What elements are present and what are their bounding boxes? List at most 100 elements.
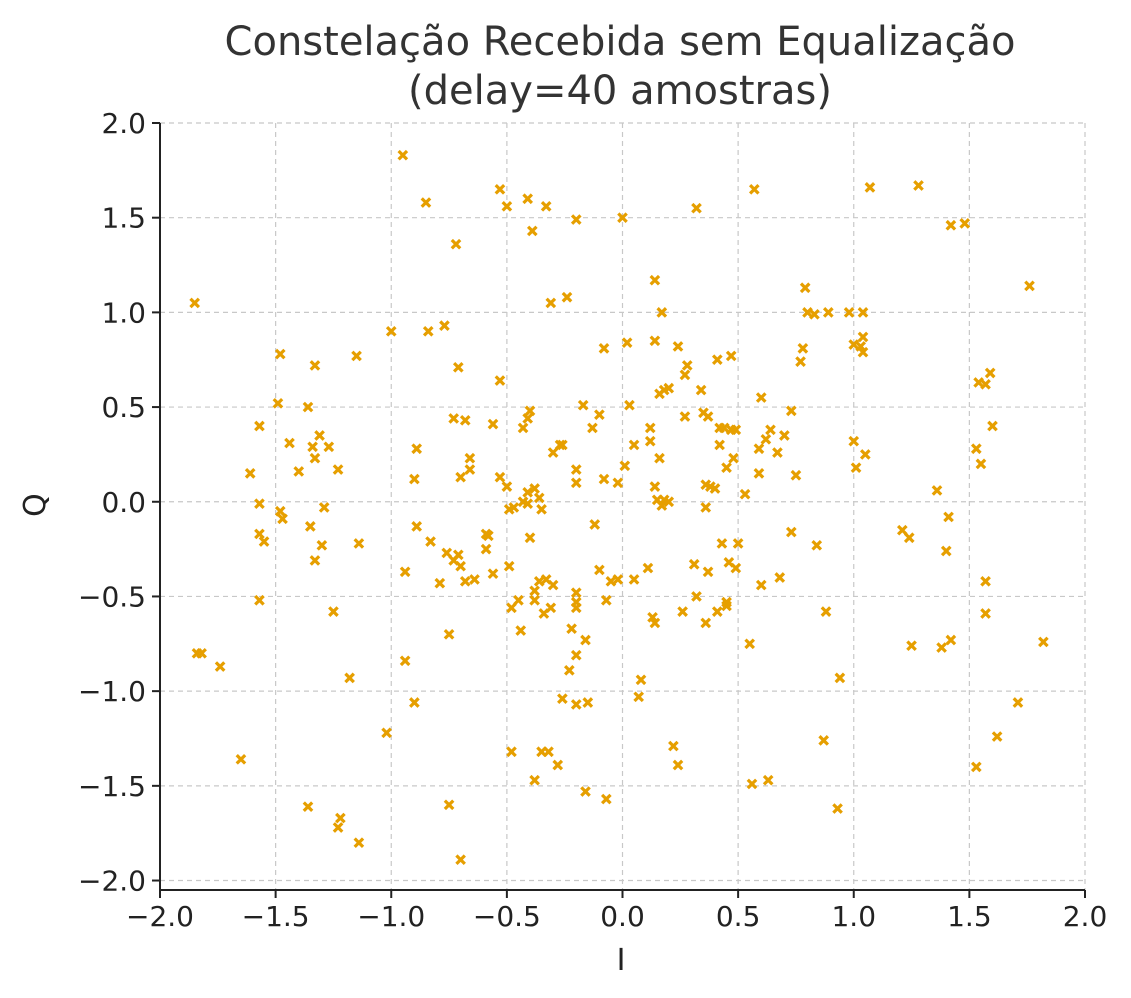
data-point bbox=[755, 579, 767, 591]
data-point bbox=[896, 524, 908, 536]
data-point bbox=[235, 753, 247, 765]
data-point bbox=[649, 335, 661, 347]
data-point bbox=[529, 585, 540, 597]
data-point bbox=[600, 594, 612, 606]
x-tick-label: 1.5 bbox=[947, 900, 992, 933]
data-point bbox=[448, 413, 460, 424]
data-point bbox=[834, 672, 846, 684]
data-point bbox=[991, 731, 1003, 742]
data-point bbox=[536, 504, 547, 515]
data-point bbox=[254, 420, 265, 432]
data-point bbox=[258, 536, 270, 547]
data-point bbox=[728, 452, 739, 464]
data-point bbox=[524, 405, 536, 417]
data-point bbox=[612, 477, 624, 489]
data-point bbox=[809, 308, 820, 320]
y-tick-label: −1.0 bbox=[78, 675, 146, 708]
data-point bbox=[274, 348, 286, 360]
data-point bbox=[452, 361, 464, 373]
data-point bbox=[654, 452, 665, 464]
x-tick-label: 1.0 bbox=[831, 900, 876, 933]
data-point bbox=[695, 384, 707, 396]
data-point bbox=[513, 594, 524, 606]
data-point bbox=[522, 413, 534, 424]
data-point bbox=[973, 377, 984, 388]
data-point bbox=[850, 462, 862, 474]
data-point bbox=[284, 437, 295, 449]
data-point bbox=[503, 560, 515, 572]
data-point bbox=[450, 238, 462, 250]
data-point bbox=[1012, 697, 1024, 708]
data-point bbox=[785, 405, 797, 417]
data-point bbox=[522, 486, 534, 498]
chart-title: Constelação Recebida sem Equalização (de… bbox=[225, 19, 1016, 114]
data-point bbox=[318, 502, 330, 513]
data-point bbox=[762, 774, 774, 786]
data-point bbox=[517, 422, 529, 434]
data-point bbox=[577, 399, 589, 411]
data-point bbox=[557, 439, 568, 451]
data-points bbox=[189, 149, 1049, 866]
data-point bbox=[802, 307, 813, 318]
data-point bbox=[931, 485, 943, 496]
data-point bbox=[557, 693, 568, 705]
data-point bbox=[335, 812, 346, 824]
data-point bbox=[409, 473, 420, 485]
data-point bbox=[700, 617, 712, 629]
data-point bbox=[970, 761, 982, 773]
x-tick-label: −1.5 bbox=[242, 900, 310, 933]
data-point bbox=[936, 642, 947, 653]
data-point bbox=[344, 672, 355, 684]
data-point bbox=[455, 560, 466, 572]
data-point bbox=[621, 337, 633, 349]
y-tick-label: 0.0 bbox=[101, 486, 146, 519]
data-point bbox=[533, 492, 545, 504]
data-point bbox=[790, 469, 802, 481]
data-point bbox=[441, 547, 453, 559]
data-point bbox=[721, 462, 732, 474]
data-point bbox=[332, 822, 344, 833]
data-point bbox=[702, 566, 714, 578]
data-point bbox=[420, 197, 432, 208]
data-point bbox=[543, 746, 554, 758]
data-point bbox=[649, 617, 661, 629]
data-point bbox=[506, 602, 517, 614]
data-point bbox=[554, 439, 566, 451]
data-point bbox=[254, 528, 265, 540]
data-point bbox=[189, 297, 201, 309]
data-point bbox=[679, 369, 691, 381]
data-point bbox=[501, 200, 513, 212]
data-point bbox=[635, 674, 647, 686]
data-point bbox=[309, 360, 321, 371]
data-point bbox=[570, 699, 582, 710]
data-point bbox=[628, 439, 640, 451]
data-point bbox=[746, 778, 758, 790]
data-point bbox=[455, 854, 466, 866]
data-point bbox=[642, 562, 654, 574]
data-point bbox=[332, 464, 344, 475]
data-point bbox=[381, 727, 392, 739]
data-point bbox=[526, 225, 538, 237]
chart-title-line-1: Constelação Recebida sem Equalização bbox=[225, 19, 1016, 65]
data-point bbox=[397, 149, 409, 161]
data-point bbox=[980, 379, 991, 390]
data-point bbox=[688, 558, 700, 570]
data-point bbox=[679, 411, 691, 422]
data-point bbox=[304, 521, 316, 532]
x-tick-label: −2.0 bbox=[126, 900, 194, 933]
data-point bbox=[547, 447, 559, 458]
data-point bbox=[755, 392, 767, 403]
data-point bbox=[760, 433, 772, 445]
data-point bbox=[480, 543, 492, 555]
y-axis-label: Q bbox=[18, 493, 53, 517]
data-point bbox=[732, 538, 744, 549]
data-point bbox=[644, 435, 656, 447]
data-point bbox=[580, 786, 591, 797]
grid-lines bbox=[159, 122, 1086, 890]
data-point bbox=[945, 634, 957, 646]
data-point bbox=[582, 697, 594, 708]
data-point bbox=[903, 532, 915, 544]
data-point bbox=[765, 424, 776, 436]
data-point bbox=[314, 430, 325, 441]
data-point bbox=[506, 746, 517, 758]
